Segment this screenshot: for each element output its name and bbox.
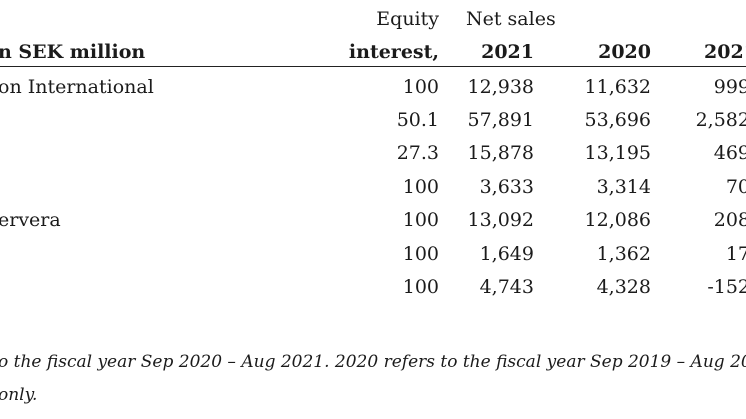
row-col5: 469 [713,142,746,164]
row-sales-2021: 1,649 [479,243,534,265]
row-col5: 2,582 [695,109,746,131]
footnote-2: only. [0,385,38,405]
table-row: 100 1,649 1,362 17 [0,243,746,276]
row-sales-2021: 3,633 [479,176,534,198]
row-col5: 70 [725,176,746,198]
row-col5: 17 [725,243,746,265]
row-sales-2020: 12,086 [584,209,651,231]
row-sales-2021: 12,938 [467,76,534,98]
row-sales-2020: 13,195 [584,142,651,164]
row-sales-2020: 53,696 [584,109,651,131]
year-header-2021-col5: 2021 [704,41,746,63]
row-col5: 999 [713,76,746,98]
row-equity: 50.1 [396,109,439,131]
footnote-1: o the fiscal year Sep 2020 – Aug 2021. 2… [0,352,746,372]
row-sales-2021: 4,743 [479,276,534,298]
row-sales-2021: 13,092 [467,209,534,231]
row-col5: -152 [707,276,746,298]
row-equity: 100 [402,76,439,98]
table-row: on International 100 12,938 11,632 999 [0,76,746,109]
table-row: 50.1 57,891 53,696 2,582 [0,109,746,142]
equity-header-line2: interest, [348,41,439,63]
row-name: ervera [0,209,61,231]
row-sales-2021: 57,891 [467,109,534,131]
equity-header-line1: Equity [376,8,439,30]
row-equity: 100 [402,276,439,298]
year-header-2020: 2020 [598,41,651,63]
row-equity: 100 [402,209,439,231]
row-equity: 27.3 [396,142,439,164]
row-equity: 100 [402,176,439,198]
table-row: 100 3,633 3,314 70 [0,176,746,209]
table-row: 27.3 15,878 13,195 469 [0,142,746,175]
net-sales-header: Net sales [466,8,556,30]
header-rule [0,66,746,67]
row-sales-2020: 3,314 [596,176,651,198]
table-row: ervera 100 13,092 12,086 208 [0,209,746,242]
row-col5: 208 [713,209,746,231]
row-sales-2021: 15,878 [467,142,534,164]
row-equity: 100 [402,243,439,265]
row-sales-2020: 4,328 [596,276,651,298]
year-header-2021: 2021 [481,41,534,63]
row-name: on International [0,76,154,98]
row-sales-2020: 11,632 [584,76,651,98]
table-row: 100 4,743 4,328 -152 [0,276,746,309]
row-sales-2020: 1,362 [596,243,651,265]
unit-label: n SEK million [0,41,146,63]
